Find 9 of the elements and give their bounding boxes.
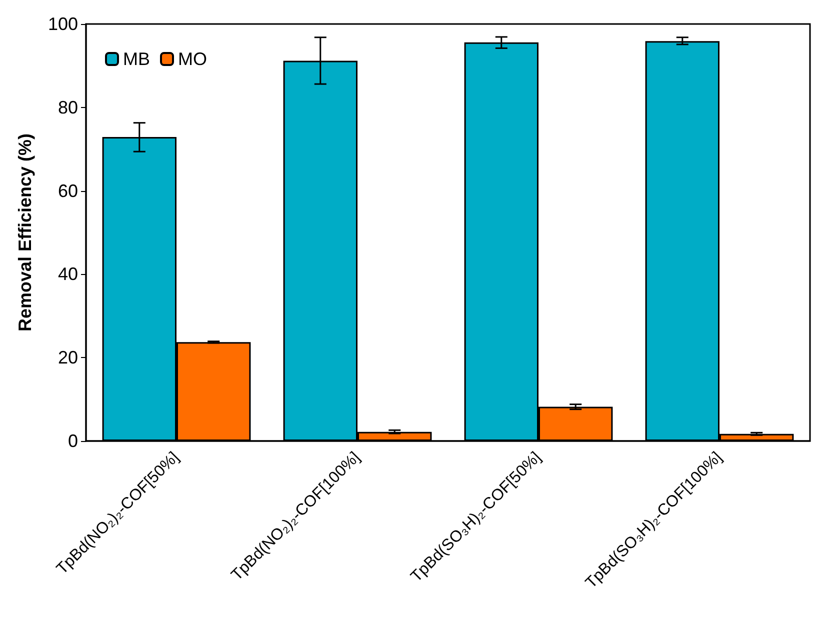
y-tick-label: 100 [48, 14, 78, 34]
y-axis-title: Removal Efficiency (%) [15, 133, 35, 332]
y-tick-label: 40 [58, 264, 78, 284]
legend-label: MO [178, 49, 207, 69]
legend-label: MB [123, 49, 150, 69]
y-tick-label: 80 [58, 97, 78, 118]
y-tick-label: 20 [58, 348, 78, 368]
y-tick-label: 0 [68, 431, 78, 451]
y-tick-label: 60 [58, 180, 78, 201]
